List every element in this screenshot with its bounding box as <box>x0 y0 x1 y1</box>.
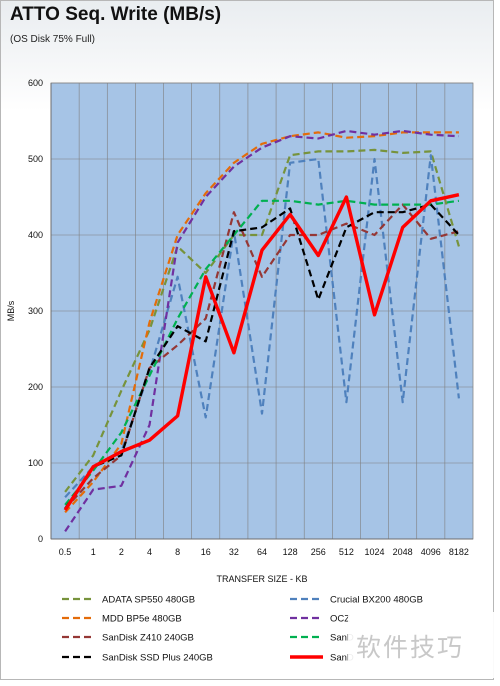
x-tick-label: 2048 <box>393 547 413 557</box>
legend-label: ADATA SP550 480GB <box>102 595 195 606</box>
chart-subtitle: (OS Disk 75% Full) <box>10 34 96 45</box>
x-tick-label: 4096 <box>421 547 441 557</box>
x-tick-label: 0.5 <box>59 547 72 557</box>
x-tick-label: 8182 <box>449 547 469 557</box>
y-axis-title: MB/s <box>6 300 16 321</box>
legend-label: SanD <box>330 653 354 664</box>
y-tick-label: 0 <box>38 534 43 544</box>
x-tick-label: 1 <box>91 547 96 557</box>
plot-area <box>50 82 474 540</box>
series-line-6 <box>64 199 460 506</box>
x-tick-label: 128 <box>283 547 298 557</box>
series-line-8 <box>63 193 460 512</box>
legend: ADATA SP550 480GB Crucial BX200 480GB MDD … <box>62 595 423 664</box>
legend-label: MDD BP5e 480GB <box>102 614 182 625</box>
x-tick-label: 64 <box>257 547 267 557</box>
series-line-4 <box>64 129 459 533</box>
x-tick-label: 4 <box>147 547 152 557</box>
legend-label: SanD <box>330 633 354 644</box>
series-line-5 <box>64 203 460 510</box>
series-layer <box>63 129 460 533</box>
legend-label: SanDisk SSD Plus 240GB <box>102 653 213 664</box>
x-axis-title: TRANSFER SIZE - KB <box>216 574 307 584</box>
legend-label: OCZ <box>330 614 350 625</box>
axis-layer: 0 100 200 300 400 500 600 0.5 1 2 4 8 16 32 64 128 256 51… <box>28 78 473 557</box>
series-line-1 <box>64 148 460 493</box>
x-tick-label: 8 <box>175 547 180 557</box>
x-tick-label: 512 <box>339 547 354 557</box>
y-tick-label: 500 <box>28 154 43 164</box>
y-tick-label: 600 <box>28 78 43 88</box>
legend-label: SanDisk Z410 240GB <box>102 633 194 644</box>
y-tick-label: 300 <box>28 306 43 316</box>
series-line-7 <box>64 203 460 510</box>
x-tick-label: 1024 <box>365 547 385 557</box>
x-tick-label: 32 <box>229 547 239 557</box>
y-tick-label: 400 <box>28 230 43 240</box>
x-tick-label: 2 <box>119 547 124 557</box>
x-tick-label: 16 <box>201 547 211 557</box>
legend-label: Crucial BX200 480GB <box>330 595 423 606</box>
y-tick-label: 100 <box>28 458 43 468</box>
watermark-text: 软件技巧 <box>356 633 465 662</box>
y-tick-label: 200 <box>28 382 43 392</box>
series-line-3 <box>64 131 459 514</box>
chart-title: ATTO Seq. Write (MB/s) <box>10 4 222 25</box>
x-tick-label: 256 <box>311 547 326 557</box>
watermark: 软件技巧 <box>348 612 498 678</box>
